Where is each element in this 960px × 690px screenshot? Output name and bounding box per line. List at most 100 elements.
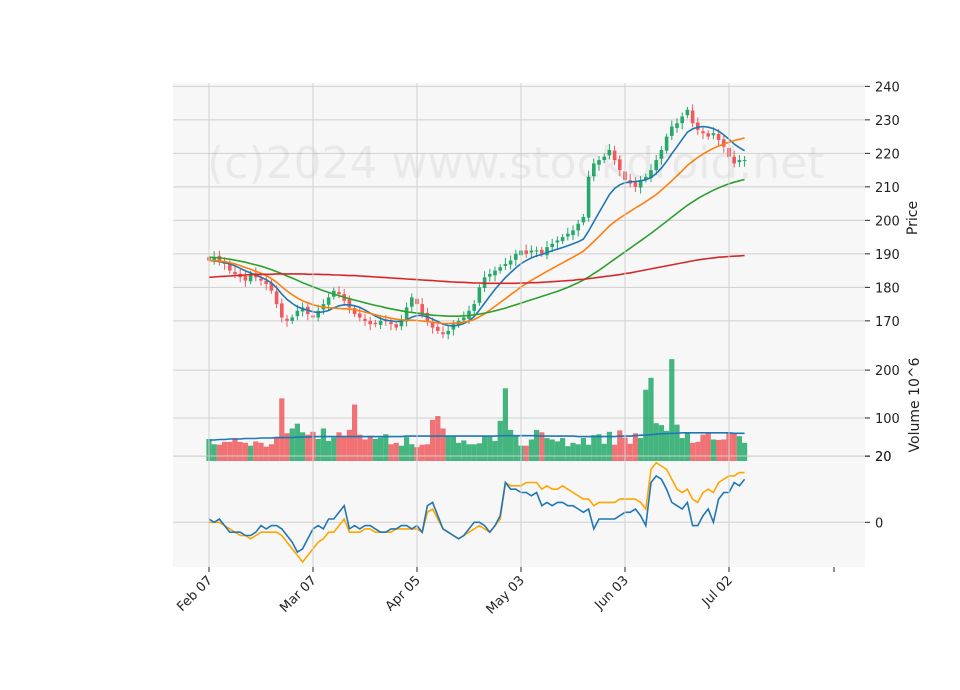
volume-bar	[674, 424, 680, 461]
volume-bar	[612, 444, 618, 461]
oscillator-tick-label: 0	[875, 516, 883, 531]
volume-bar	[648, 377, 654, 461]
price-axis-label: Price	[905, 201, 921, 235]
volume-bar	[352, 404, 358, 461]
volume-bar	[362, 439, 368, 461]
volume-bar	[253, 441, 259, 461]
volume-bar	[393, 442, 399, 461]
price-candle	[644, 176, 648, 180]
oscillator-panel: 0 20	[173, 450, 892, 567]
volume-bar	[508, 429, 514, 461]
volume-bar	[450, 435, 456, 461]
volume-bar	[294, 423, 300, 461]
volume-bar	[705, 432, 711, 461]
price-candle	[560, 237, 565, 242]
volume-bar	[409, 444, 415, 461]
volume-bar	[372, 439, 378, 461]
volume-bar	[279, 398, 285, 461]
price-candle	[326, 297, 331, 305]
price-candle	[545, 247, 549, 256]
volume-bar	[232, 438, 238, 461]
price-candle	[586, 176, 591, 218]
volume-bar	[248, 445, 254, 461]
volume-bar	[502, 388, 508, 461]
price-candle	[441, 332, 445, 335]
volume-bar	[638, 438, 644, 461]
volume-bar	[284, 433, 290, 461]
x-tick-label: Feb 07	[174, 573, 216, 615]
volume-bar	[461, 440, 467, 461]
price-candle	[378, 320, 383, 325]
price-panel-bg	[173, 83, 865, 351]
volume-bar	[528, 439, 534, 461]
volume-bar	[242, 442, 248, 461]
price-candle	[540, 249, 544, 254]
volume-bar	[492, 440, 498, 461]
moving-average-line-3	[208, 178, 745, 318]
price-tick-label: 240	[875, 80, 900, 95]
x-tick-label: May 03	[484, 573, 528, 617]
volume-bar	[643, 389, 649, 461]
price-candle	[358, 313, 362, 318]
price-candle	[612, 150, 617, 161]
price-candle	[514, 253, 518, 260]
price-candle	[618, 159, 622, 171]
oscillator-slow-line	[209, 461, 745, 564]
price-candle	[633, 182, 638, 187]
price-candle	[368, 320, 372, 325]
x-tick-label: Jul 02	[699, 573, 736, 610]
volume-bar	[388, 444, 394, 461]
volume-bar	[554, 441, 560, 461]
volume-bar	[211, 444, 217, 461]
volume-bar	[591, 435, 597, 461]
price-tick-label: 190	[875, 248, 900, 263]
volume-bar	[445, 436, 451, 461]
price-candle	[571, 230, 575, 236]
price-candle	[394, 324, 398, 328]
price-candle	[602, 156, 606, 161]
volume-bar	[336, 432, 342, 461]
price-candle	[274, 291, 279, 305]
volume-bar	[658, 425, 664, 461]
moving-average-line-1	[208, 125, 745, 327]
price-tick-label: 170	[875, 315, 900, 330]
volume-bar	[216, 444, 222, 461]
price-candle	[711, 133, 716, 136]
volume-bar	[404, 437, 410, 461]
price-tick-label: 210	[875, 181, 900, 196]
volume-bar	[378, 437, 384, 461]
price-candle	[472, 304, 476, 311]
price-tick-label: 180	[875, 281, 900, 296]
price-candle	[742, 160, 747, 162]
price-candle	[295, 310, 300, 317]
volume-tick-label: 200	[875, 364, 900, 379]
volume-bar	[560, 438, 566, 461]
price-tick-label: 200	[875, 214, 900, 229]
price-candle	[701, 131, 705, 134]
price-candle	[399, 320, 404, 327]
price-tick-label: 230	[875, 114, 900, 129]
price-candle	[696, 122, 700, 130]
price-candle	[352, 308, 357, 315]
volume-bar	[237, 441, 243, 461]
volume-bar	[300, 432, 306, 461]
price-candle	[737, 160, 742, 163]
volume-bar	[534, 429, 540, 461]
volume-bar	[326, 440, 332, 461]
volume-bar	[736, 436, 742, 461]
volume-bar	[695, 441, 701, 461]
price-candle	[446, 330, 450, 335]
x-tick-label: Jun 03	[592, 573, 632, 613]
volume-bar	[549, 439, 555, 461]
volume-bar	[268, 444, 274, 461]
price-candle	[670, 126, 674, 136]
price-candle	[529, 250, 534, 253]
price-candle	[675, 123, 679, 128]
volume-bar	[331, 437, 337, 461]
price-candle	[410, 297, 414, 307]
x-tick-label: Apr 05	[383, 573, 424, 614]
volume-bar	[710, 439, 716, 461]
volume-bar	[315, 439, 321, 461]
price-candle	[498, 267, 502, 271]
volume-bar	[601, 443, 607, 461]
